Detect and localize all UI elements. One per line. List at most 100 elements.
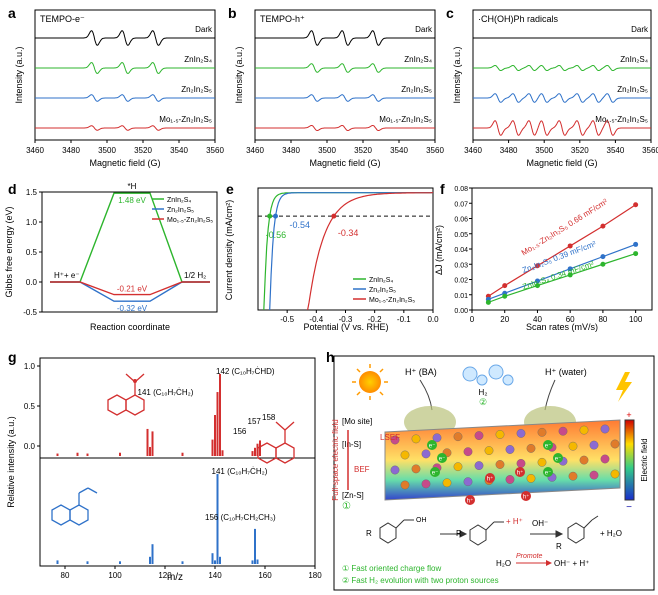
r-label: R: [556, 542, 562, 551]
energy-label: 1.48 eV: [118, 196, 146, 205]
atom: [610, 469, 620, 479]
x-axis-label: Reaction coordinate: [90, 322, 170, 332]
water-label: H₂O: [496, 559, 511, 568]
y-tick-label: 0.5: [24, 402, 36, 411]
data-point: [567, 266, 573, 272]
fit-line: [488, 243, 636, 300]
y-tick-label: 0.00: [454, 308, 468, 315]
promote-label: Promote: [516, 553, 543, 560]
series-line: [473, 65, 651, 71]
atom: [463, 447, 473, 457]
electron-label: e⁻: [545, 471, 552, 477]
x-tick-label: 3480: [500, 146, 518, 155]
inset-title: TEMPO-h⁺: [260, 14, 305, 24]
oh-plus-label: + H⁺: [506, 517, 523, 526]
mo-site-label: [Mo site]: [342, 417, 372, 426]
x-axis-label: Magnetic field (G): [309, 158, 380, 168]
atom: [453, 432, 463, 442]
energy-path: [50, 281, 210, 296]
onset-label: -0.34: [338, 228, 359, 238]
h2-label: H₂: [479, 388, 488, 397]
traces: [473, 37, 651, 136]
state-label: *H: [128, 182, 137, 191]
panel-f: f 0 20 40 60 80 100 0.00 0.01 0.02 0.03 0.04 0.05 0.…: [434, 181, 653, 332]
x-axis-label: Magnetic field (G): [89, 158, 160, 168]
plot-frame: [39, 357, 316, 567]
energy-label: -0.32 eV: [117, 304, 148, 313]
atom: [568, 471, 578, 481]
series-line: [255, 125, 435, 131]
electric-field-bar: [624, 419, 635, 501]
arrow: [544, 379, 556, 411]
y-axis-label: Relative intensity (a.u.): [6, 416, 16, 508]
onset-label: -0.56: [266, 230, 287, 240]
series-line: [255, 94, 435, 102]
y-axis-label: Gibbs free energy (eV): [4, 206, 14, 297]
atom: [390, 435, 400, 445]
electron-marker: [543, 440, 553, 450]
y-tick-label: 0.01: [454, 293, 468, 300]
data-point: [567, 243, 573, 249]
plot-frame: [472, 9, 652, 141]
atom: [400, 450, 410, 460]
x-axis-label: Potential (V vs. RHE): [303, 322, 388, 332]
proton-water-label: H⁺ (water): [545, 367, 587, 377]
electron-marker: [553, 453, 563, 463]
hole-marker: [515, 467, 525, 477]
hole-label: h⁺: [487, 476, 494, 483]
data-point: [633, 202, 639, 208]
x-tick-label: 40: [533, 315, 542, 324]
panel-label: a: [8, 5, 16, 21]
state-label: H⁺+ e⁻: [54, 271, 80, 280]
fit-line: [488, 204, 636, 297]
minus-sign: −: [626, 502, 632, 513]
hole-label: h⁺: [523, 494, 530, 501]
atom: [579, 455, 589, 465]
x-tick-label: 0: [470, 315, 475, 324]
x-ticks: 3460 3480 3500 3520 3540 3560: [246, 140, 444, 155]
atom: [589, 440, 599, 450]
electron-label: e⁻: [439, 457, 446, 463]
x-tick-label: 80: [598, 315, 607, 324]
peak-annotation: 141 (C₁₀H₇ĊH₂): [212, 467, 268, 476]
electron-marker: [427, 440, 437, 450]
series-labels: Dark ZnIn₂S₄ Zn₂In₂S₅ Mo₁.₅-Zn₂In₂S₅: [159, 25, 213, 124]
x-tick-label: 180: [308, 571, 322, 580]
lsef-label: LSEF: [380, 433, 400, 442]
x-tick-label: 3520: [571, 146, 589, 155]
data-point: [633, 251, 639, 257]
atom: [505, 445, 515, 454]
atom: [579, 425, 589, 435]
plus-sign: +: [626, 410, 631, 420]
h2-bubbles-icon: [462, 364, 514, 386]
atom: [411, 434, 421, 444]
legend-label: ZnIn₂S₄: [167, 197, 191, 204]
series-line: [35, 62, 215, 74]
x-tick-label: 3540: [607, 146, 625, 155]
x-tick-label: 3520: [354, 146, 372, 155]
x-ticks: 3460 3480 3500 3520 3540 3560: [26, 140, 224, 155]
onset-label: -0.54: [290, 220, 311, 230]
x-tick-label: 100: [629, 315, 643, 324]
data-point: [600, 254, 606, 260]
y-tick-label: 0.0: [24, 442, 36, 451]
series-label: Zn₂In₂S₅: [401, 85, 432, 94]
inset-title: ·CH(OH)Ph radicals: [478, 14, 559, 24]
atom: [600, 454, 610, 464]
lightning-icon: [616, 372, 632, 402]
atom: [568, 441, 578, 451]
panel-h: h H⁺ (BA) H⁺ (water) H₂ ② [Mo site] [In-…: [326, 350, 655, 591]
electron-marker: [430, 467, 440, 477]
x-tick-label: 3560: [426, 146, 444, 155]
r-label: R: [366, 529, 372, 538]
atom: [505, 475, 515, 484]
x-tick-label: 3540: [390, 146, 408, 155]
peak-annotation: 156: [233, 427, 247, 436]
electron-label: e⁻: [432, 471, 439, 477]
ethylnaphthalene-icon: [51, 487, 98, 526]
panel-label: b: [228, 5, 237, 21]
atom: [516, 459, 526, 468]
ion-products-label: OH⁻ + H⁺: [554, 559, 589, 568]
peak-annotation: 157: [248, 417, 262, 426]
peak-annotation: 156 (C₁₀H₇CH₂CH₃): [205, 513, 276, 522]
